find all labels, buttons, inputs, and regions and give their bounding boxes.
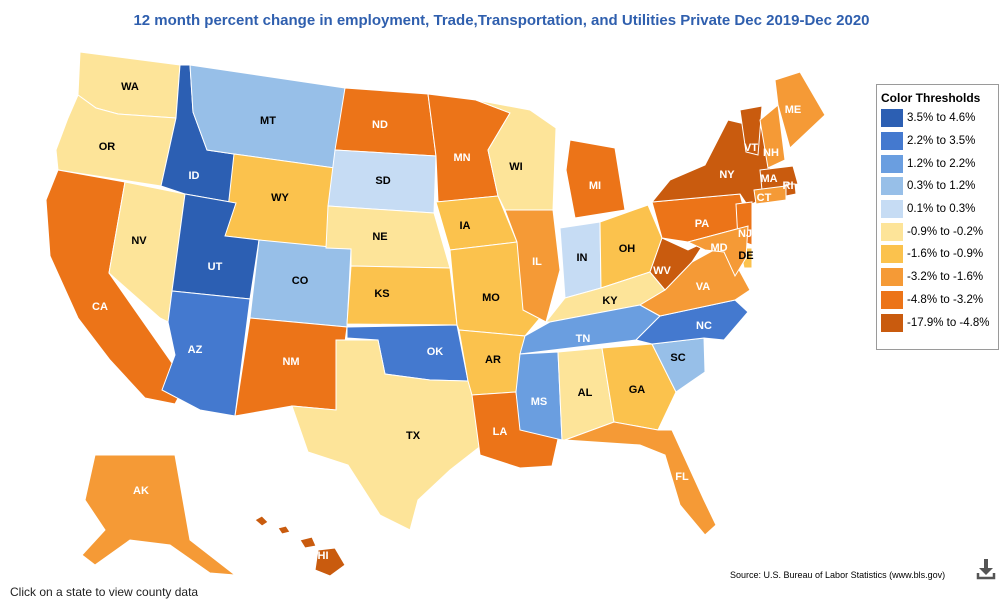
legend-label: -3.2% to -1.6% bbox=[907, 271, 984, 284]
state-ak[interactable] bbox=[81, 454, 237, 576]
state-az[interactable] bbox=[161, 290, 251, 417]
legend-item[interactable]: -0.9% to -0.2% bbox=[877, 220, 998, 243]
state-md[interactable] bbox=[686, 225, 749, 278]
source-note: Source: U.S. Bureau of Labor Statistics … bbox=[730, 570, 946, 580]
state-ms[interactable] bbox=[515, 351, 563, 441]
state-fl[interactable] bbox=[564, 421, 717, 536]
state-sd[interactable] bbox=[327, 149, 437, 214]
legend-label: -17.9% to -4.8% bbox=[907, 316, 990, 329]
legend-swatch bbox=[881, 109, 903, 128]
state-ri[interactable] bbox=[785, 183, 797, 197]
legend-label: 0.1% to 0.3% bbox=[907, 203, 976, 216]
legend-item[interactable]: 3.5% to 4.6% bbox=[877, 107, 998, 130]
state-wv[interactable] bbox=[649, 237, 707, 291]
state-me[interactable] bbox=[774, 71, 826, 149]
legend-title: Color Thresholds bbox=[881, 91, 981, 105]
download-arrow-icon bbox=[976, 559, 996, 580]
state-ga[interactable] bbox=[601, 343, 677, 431]
legend-item[interactable]: -4.8% to -3.2% bbox=[877, 289, 998, 312]
legend-rows: 3.5% to 4.6% 2.2% to 3.5% 1.2% to 2.2% 0.3%… bbox=[877, 107, 998, 334]
legend-swatch bbox=[881, 154, 903, 173]
legend-item[interactable]: -1.6% to -0.9% bbox=[877, 243, 998, 266]
legend-swatch bbox=[881, 200, 903, 219]
states-layer bbox=[45, 51, 826, 577]
legend-item[interactable]: 0.1% to 0.3% bbox=[877, 198, 998, 221]
state-wy[interactable] bbox=[224, 153, 336, 249]
legend-item[interactable]: -3.2% to -1.6% bbox=[877, 266, 998, 289]
legend-item[interactable]: 1.2% to 2.2% bbox=[877, 152, 998, 175]
legend-swatch bbox=[881, 313, 903, 332]
state-nd[interactable] bbox=[334, 87, 437, 157]
legend-item[interactable]: 2.2% to 3.5% bbox=[877, 130, 998, 153]
legend-label: 1.2% to 2.2% bbox=[907, 157, 976, 170]
state-hi[interactable] bbox=[254, 515, 346, 577]
state-nh[interactable] bbox=[759, 104, 786, 169]
legend-item[interactable]: 0.3% to 1.2% bbox=[877, 175, 998, 198]
legend-swatch bbox=[881, 222, 903, 241]
state-nv[interactable] bbox=[108, 181, 186, 323]
legend-label: 3.5% to 4.6% bbox=[907, 112, 976, 125]
legend-label: 0.3% to 1.2% bbox=[907, 180, 976, 193]
legend-swatch bbox=[881, 245, 903, 264]
legend-item[interactable]: -17.9% to -4.8% bbox=[877, 311, 998, 334]
state-ks[interactable] bbox=[346, 265, 458, 326]
legend-label: -1.6% to -0.9% bbox=[907, 248, 984, 261]
legend-swatch bbox=[881, 132, 903, 151]
download-icon[interactable] bbox=[976, 557, 996, 581]
state-va[interactable] bbox=[638, 243, 751, 317]
state-in[interactable] bbox=[559, 221, 602, 299]
state-vt[interactable] bbox=[739, 105, 763, 156]
footer-note: Click on a state to view county data bbox=[10, 585, 199, 599]
legend-swatch bbox=[881, 290, 903, 309]
legend-label: -0.9% to -0.2% bbox=[907, 225, 984, 238]
legend-label: -4.8% to -3.2% bbox=[907, 293, 984, 306]
legend-label: 2.2% to 3.5% bbox=[907, 135, 976, 148]
state-ar[interactable] bbox=[458, 329, 526, 396]
state-ct[interactable] bbox=[753, 185, 787, 205]
map-title: 12 month percent change in employment, T… bbox=[133, 12, 870, 29]
state-tx[interactable] bbox=[291, 339, 483, 531]
state-co[interactable] bbox=[249, 239, 352, 328]
legend-swatch bbox=[881, 268, 903, 287]
state-mi[interactable] bbox=[565, 139, 626, 219]
legend-swatch bbox=[881, 177, 903, 196]
state-nm[interactable] bbox=[234, 317, 348, 417]
legend: Color Thresholds 3.5% to 4.6% 2.2% to 3.5… bbox=[876, 84, 999, 350]
